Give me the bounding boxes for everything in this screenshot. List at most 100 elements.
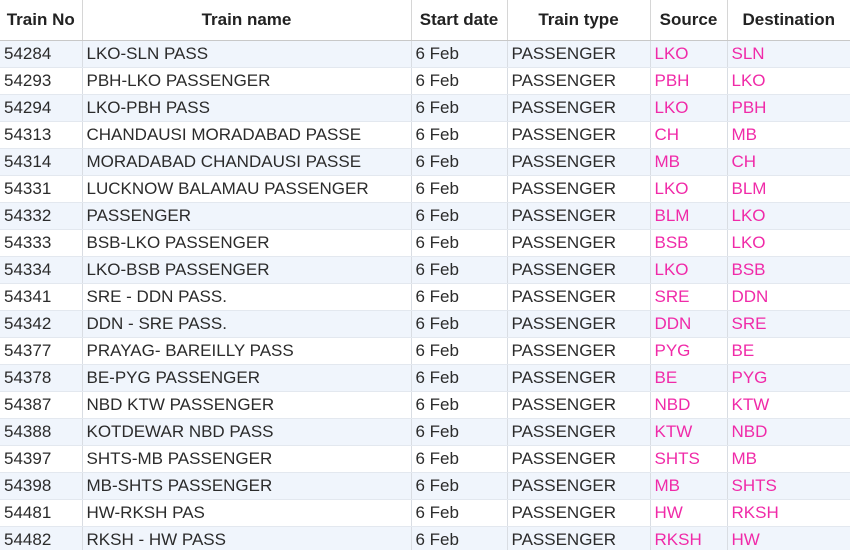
- train-name-cell: SRE - DDN PASS.: [82, 283, 412, 311]
- table-row[interactable]: 54342 DDN - SRE PASS. 6 Feb PASSENGER DDN SRE: [0, 310, 850, 338]
- source-station-cell: BSB: [650, 229, 728, 257]
- table-row[interactable]: 54331 LUCKNOW BALAMAU PASSENGER 6 Feb PASSE…: [0, 175, 850, 203]
- train-type-cell: PASSENGER: [507, 472, 651, 500]
- table-row[interactable]: 54377 PRAYAG- BAREILLY PASS 6 Feb PASSENGER…: [0, 337, 850, 365]
- source-station-cell: DDN: [650, 310, 728, 338]
- start-date-cell: 6 Feb: [411, 283, 508, 311]
- start-date-cell: 6 Feb: [411, 175, 508, 203]
- destination-station-cell: NBD: [727, 418, 850, 446]
- table-row[interactable]: 54314 MORADABAD CHANDAUSI PASSE 6 Feb PASSE…: [0, 148, 850, 176]
- train-type-cell: PASSENGER: [507, 499, 651, 527]
- source-station-cell: HW: [650, 499, 728, 527]
- destination-station-cell: LKO: [727, 229, 850, 257]
- column-header-train-name[interactable]: Train name: [82, 0, 412, 41]
- destination-station-cell: LKO: [727, 67, 850, 95]
- train-no-cell: 54387: [0, 391, 83, 419]
- source-station-cell: SRE: [650, 283, 728, 311]
- destination-station-cell: RKSH: [727, 499, 850, 527]
- train-name-cell: DDN - SRE PASS.: [82, 310, 412, 338]
- start-date-cell: 6 Feb: [411, 526, 508, 550]
- start-date-cell: 6 Feb: [411, 337, 508, 365]
- destination-station-cell: SHTS: [727, 472, 850, 500]
- destination-station-cell: MB: [727, 121, 850, 149]
- table-row[interactable]: 54388 KOTDEWAR NBD PASS 6 Feb PASSENGER KTW N…: [0, 418, 850, 446]
- table-row[interactable]: 54398 MB-SHTS PASSENGER 6 Feb PASSENGER MB SH…: [0, 472, 850, 500]
- table-row[interactable]: 54294 LKO-PBH PASS 6 Feb PASSENGER LKO PBH: [0, 94, 850, 122]
- column-header-train-type[interactable]: Train type: [507, 0, 651, 41]
- train-name-cell: PBH-LKO PASSENGER: [82, 67, 412, 95]
- source-station-cell: LKO: [650, 94, 728, 122]
- train-name-cell: PRAYAG- BAREILLY PASS: [82, 337, 412, 365]
- start-date-cell: 6 Feb: [411, 229, 508, 257]
- train-no-cell: 54333: [0, 229, 83, 257]
- start-date-cell: 6 Feb: [411, 472, 508, 500]
- table-row[interactable]: 54313 CHANDAUSI MORADABAD PASSE 6 Feb PASSE…: [0, 121, 850, 149]
- train-no-cell: 54342: [0, 310, 83, 338]
- table-row[interactable]: 54284 LKO-SLN PASS 6 Feb PASSENGER LKO SLN: [0, 40, 850, 68]
- train-type-cell: PASSENGER: [507, 445, 651, 473]
- source-station-cell: LKO: [650, 40, 728, 68]
- table-row[interactable]: 54341 SRE - DDN PASS. 6 Feb PASSENGER SRE DDN: [0, 283, 850, 311]
- destination-station-cell: HW: [727, 526, 850, 550]
- start-date-cell: 6 Feb: [411, 499, 508, 527]
- column-header-train-no[interactable]: Train No: [0, 0, 83, 41]
- train-type-cell: PASSENGER: [507, 40, 651, 68]
- destination-station-cell: KTW: [727, 391, 850, 419]
- table-row[interactable]: 54293 PBH-LKO PASSENGER 6 Feb PASSENGER PBH L…: [0, 67, 850, 95]
- start-date-cell: 6 Feb: [411, 94, 508, 122]
- source-station-cell: SHTS: [650, 445, 728, 473]
- destination-station-cell: BLM: [727, 175, 850, 203]
- train-name-cell: LUCKNOW BALAMAU PASSENGER: [82, 175, 412, 203]
- train-no-cell: 54377: [0, 337, 83, 365]
- table-header: Train No Train name Start date Train typ…: [0, 0, 850, 41]
- train-type-cell: PASSENGER: [507, 391, 651, 419]
- train-no-cell: 54293: [0, 67, 83, 95]
- table-row[interactable]: 54397 SHTS-MB PASSENGER 6 Feb PASSENGER SHTS…: [0, 445, 850, 473]
- start-date-cell: 6 Feb: [411, 148, 508, 176]
- column-header-start-date[interactable]: Start date: [411, 0, 508, 41]
- train-name-cell: NBD KTW PASSENGER: [82, 391, 412, 419]
- table-row[interactable]: 54387 NBD KTW PASSENGER 6 Feb PASSENGER NBD K…: [0, 391, 850, 419]
- train-no-cell: 54331: [0, 175, 83, 203]
- train-no-cell: 54388: [0, 418, 83, 446]
- train-name-cell: CHANDAUSI MORADABAD PASSE: [82, 121, 412, 149]
- destination-station-cell: DDN: [727, 283, 850, 311]
- destination-station-cell: MB: [727, 445, 850, 473]
- train-type-cell: PASSENGER: [507, 418, 651, 446]
- train-no-cell: 54378: [0, 364, 83, 392]
- start-date-cell: 6 Feb: [411, 256, 508, 284]
- train-no-cell: 54313: [0, 121, 83, 149]
- train-name-cell: LKO-BSB PASSENGER: [82, 256, 412, 284]
- train-name-cell: SHTS-MB PASSENGER: [82, 445, 412, 473]
- train-type-cell: PASSENGER: [507, 148, 651, 176]
- source-station-cell: LKO: [650, 175, 728, 203]
- train-no-cell: 54398: [0, 472, 83, 500]
- table-row[interactable]: 54333 BSB-LKO PASSENGER 6 Feb PASSENGER BSB L…: [0, 229, 850, 257]
- table-row[interactable]: 54334 LKO-BSB PASSENGER 6 Feb PASSENGER LKO B…: [0, 256, 850, 284]
- train-type-cell: PASSENGER: [507, 526, 651, 550]
- train-no-cell: 54314: [0, 148, 83, 176]
- table-row[interactable]: 54481 HW-RKSH PAS 6 Feb PASSENGER HW RKSH: [0, 499, 850, 527]
- source-station-cell: MB: [650, 148, 728, 176]
- train-type-cell: PASSENGER: [507, 364, 651, 392]
- column-header-source[interactable]: Source: [650, 0, 728, 41]
- source-station-cell: BLM: [650, 202, 728, 230]
- train-type-cell: PASSENGER: [507, 175, 651, 203]
- destination-station-cell: BSB: [727, 256, 850, 284]
- train-name-cell: BSB-LKO PASSENGER: [82, 229, 412, 257]
- source-station-cell: BE: [650, 364, 728, 392]
- table-row[interactable]: 54378 BE-PYG PASSENGER 6 Feb PASSENGER BE PYG: [0, 364, 850, 392]
- source-station-cell: MB: [650, 472, 728, 500]
- table-row[interactable]: 54482 RKSH - HW PASS 6 Feb PASSENGER RKSH HW: [0, 526, 850, 550]
- train-name-cell: BE-PYG PASSENGER: [82, 364, 412, 392]
- table-row[interactable]: 54332 PASSENGER 6 Feb PASSENGER BLM LKO: [0, 202, 850, 230]
- train-no-cell: 54294: [0, 94, 83, 122]
- train-no-cell: 54397: [0, 445, 83, 473]
- train-name-cell: PASSENGER: [82, 202, 412, 230]
- train-type-cell: PASSENGER: [507, 121, 651, 149]
- train-no-cell: 54341: [0, 283, 83, 311]
- start-date-cell: 6 Feb: [411, 202, 508, 230]
- column-header-destination[interactable]: Destination: [727, 0, 850, 41]
